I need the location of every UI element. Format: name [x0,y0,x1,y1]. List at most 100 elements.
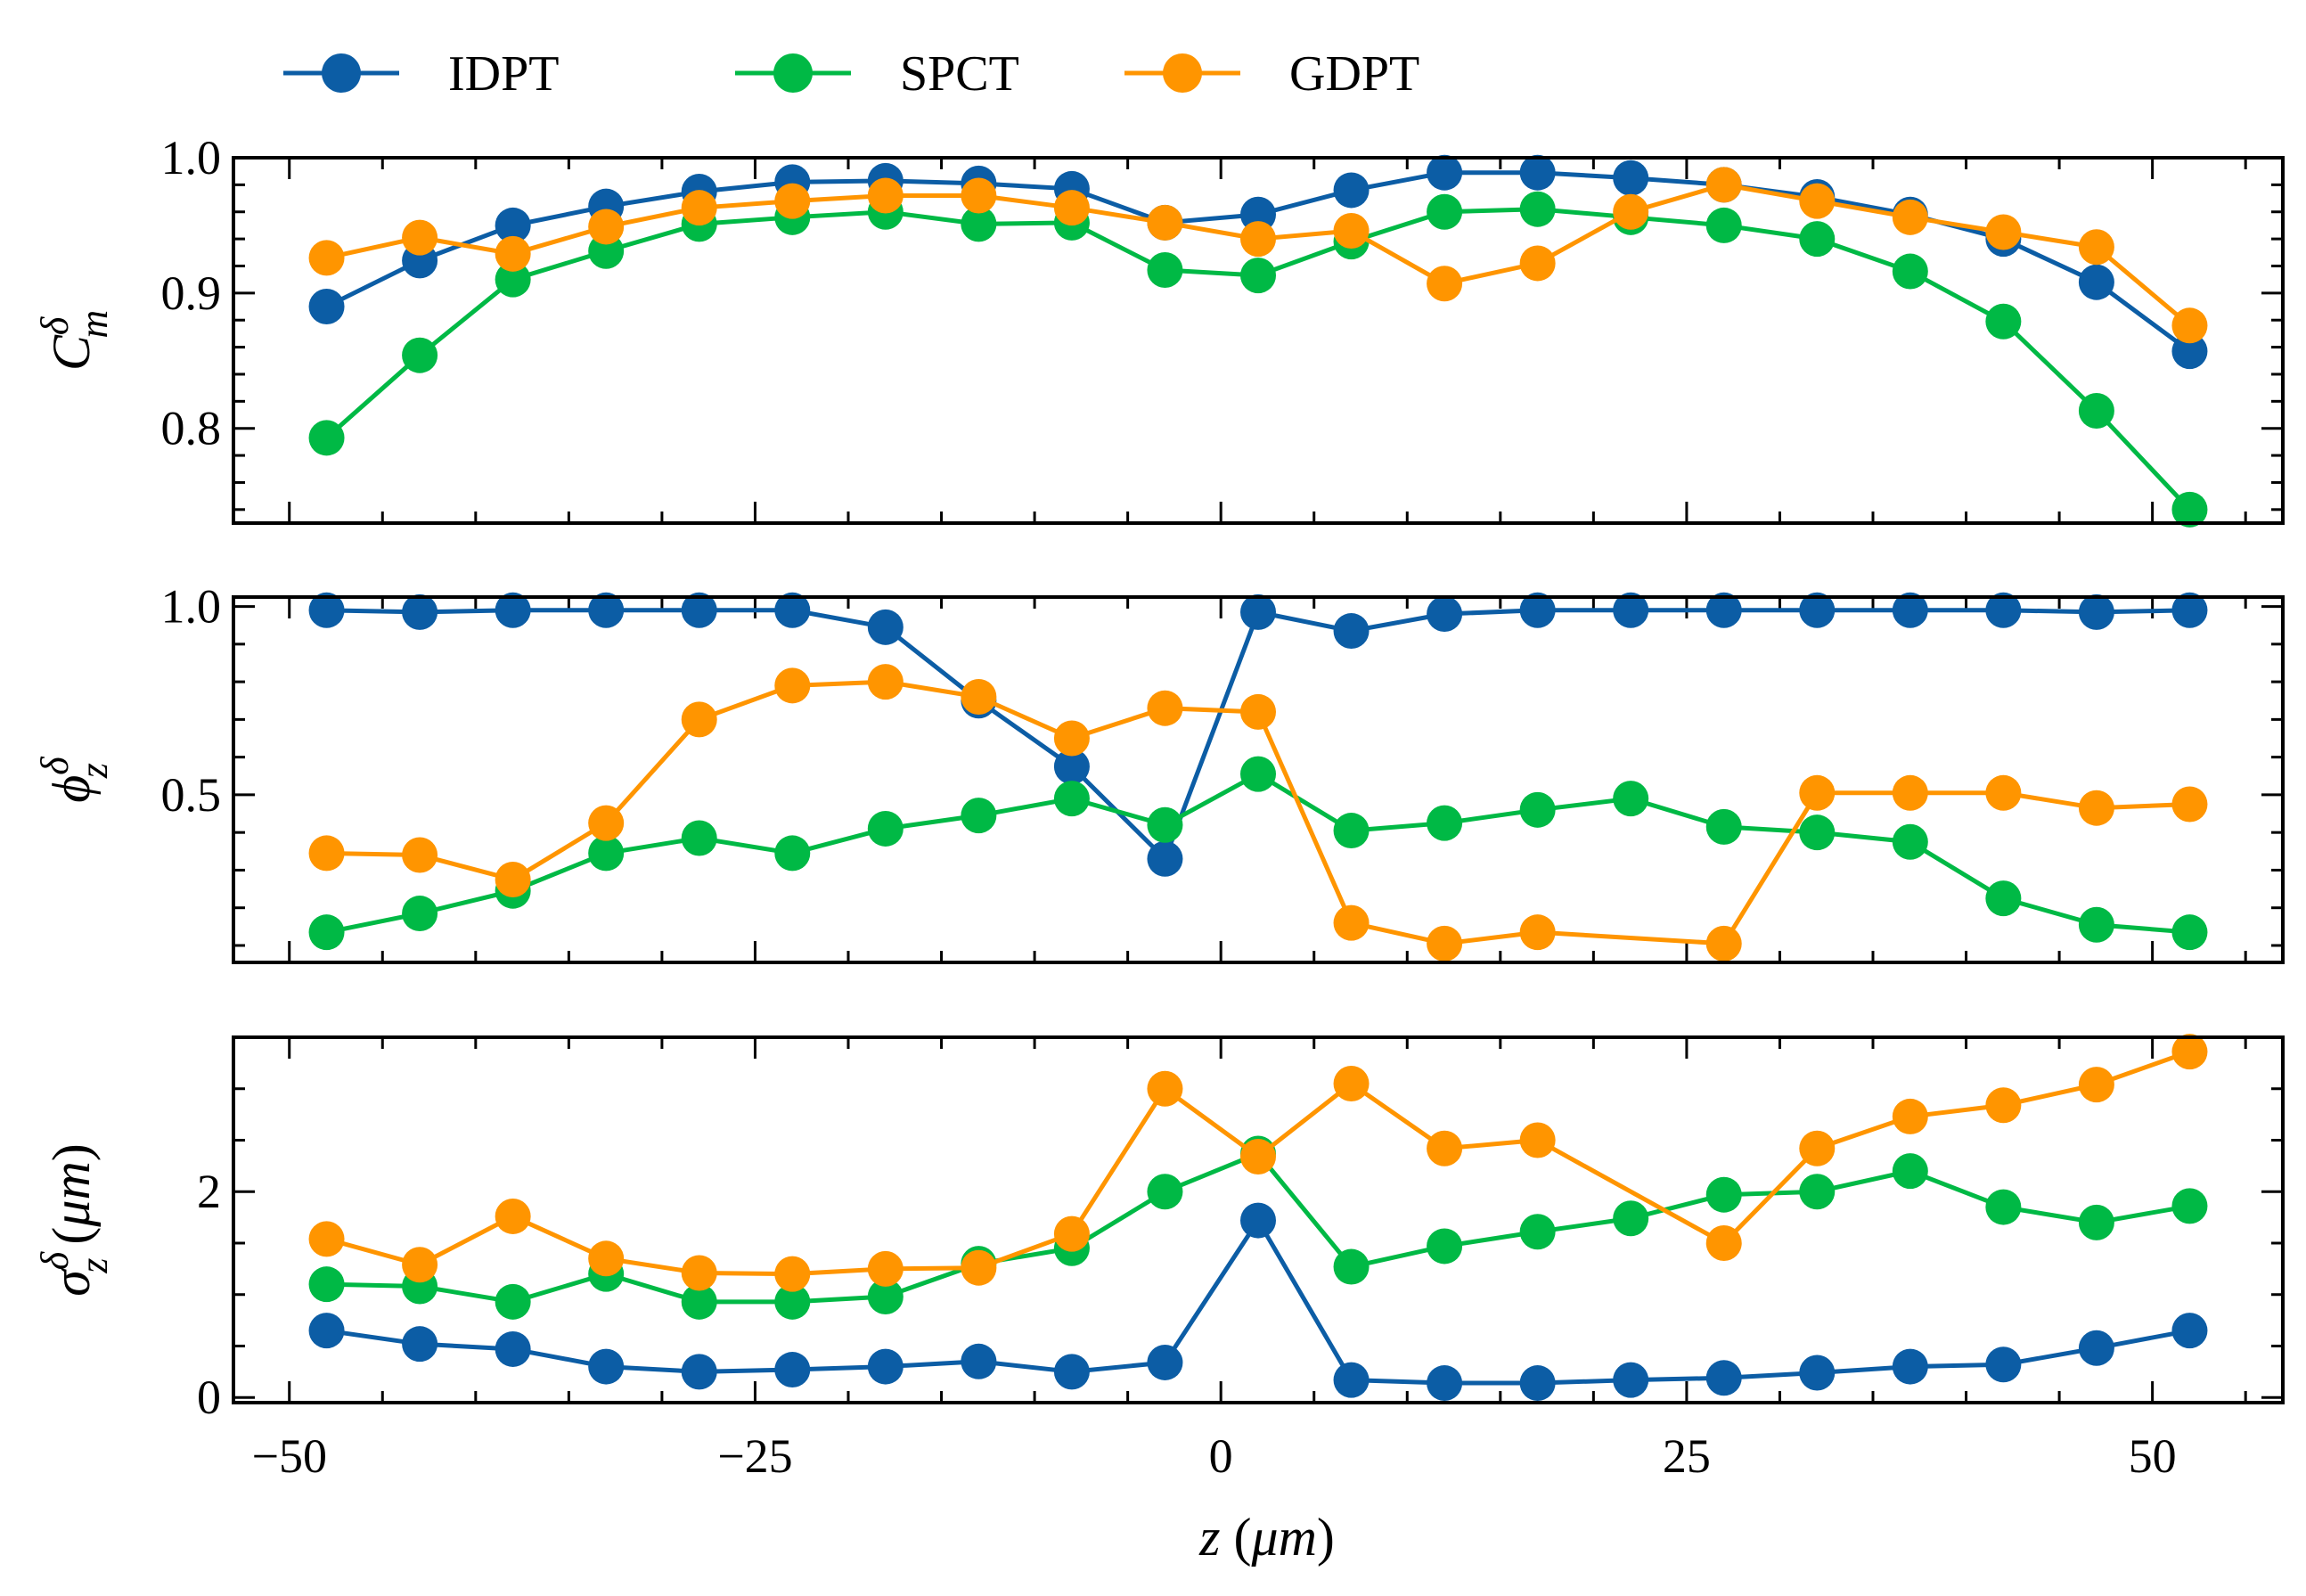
y-tick-label: 1.0 [161,131,222,184]
data-point-GDPT [1147,1070,1183,1107]
data-point-GDPT [681,1255,717,1291]
data-point-GDPT [774,183,811,219]
data-point-GDPT [2171,307,2208,344]
data-point-IDPT [1333,613,1370,650]
data-point-IDPT [1519,154,1556,191]
data-point-GDPT [588,209,625,245]
series-GDPT [308,167,2208,344]
data-point-SPCT [1240,258,1276,294]
y-axis-unit-close: ) [42,1143,101,1161]
data-point-SPCT [308,1266,345,1303]
data-point-GDPT [1613,193,1649,230]
data-point-IDPT [402,1326,438,1363]
data-point-GDPT [1799,1130,1836,1166]
y-tick-label: 0 [197,1371,221,1424]
data-point-GDPT [1799,774,1836,811]
data-point-GDPT [495,235,531,272]
data-point-SPCT [1333,1248,1370,1285]
y-axis-superscript: δ [33,756,77,775]
data-point-GDPT [961,679,997,716]
data-point-GDPT [2078,229,2114,266]
data-point-GDPT [1705,1224,1742,1261]
series-IDPT [308,592,2208,877]
data-point-IDPT [1053,749,1090,785]
data-point-SPCT [1799,814,1836,851]
data-point-IDPT [1613,1362,1649,1398]
legend-entry-GDPT: GDPT [1124,46,1419,102]
data-point-SPCT [1147,1174,1183,1210]
legend-marker [773,53,813,93]
data-point-IDPT [867,609,904,645]
data-point-GDPT [402,219,438,256]
data-point-SPCT [961,798,997,834]
x-axis-unit-open: ( [1220,1508,1251,1567]
data-point-GDPT [2171,1034,2208,1070]
data-point-GDPT [867,664,904,700]
x-tick-label: −50 [251,1429,326,1483]
y-axis-superscript: δ [33,1250,77,1270]
data-point-IDPT [1333,1362,1370,1398]
data-point-GDPT [1892,1098,1928,1134]
data-point-GDPT [1519,1122,1556,1158]
data-point-GDPT [308,240,345,276]
legend-entry-IDPT: IDPT [283,46,559,102]
data-point-SPCT [1053,781,1090,817]
data-point-IDPT [2078,264,2114,300]
data-point-SPCT [588,233,625,269]
x-tick-label: 25 [1663,1429,1711,1483]
data-point-IDPT [1613,160,1649,196]
data-point-IDPT [1333,172,1370,209]
data-point-GDPT [774,1256,811,1292]
data-point-GDPT [681,701,717,738]
data-point-GDPT [1519,914,1556,951]
legend-label: GDPT [1289,46,1419,102]
data-point-SPCT [774,1283,811,1320]
data-point-SPCT [1799,221,1836,258]
data-point-IDPT [308,1313,345,1349]
data-point-SPCT [1427,1228,1463,1265]
y-axis-subscript: m [72,310,116,339]
data-point-SPCT [1892,823,1928,860]
data-point-SPCT [2171,491,2208,528]
y-axis-unit: μm [42,1161,101,1227]
y-axis-subscript: z [72,763,116,779]
data-point-GDPT [867,1250,904,1287]
data-point-IDPT [1892,592,1928,628]
data-point-SPCT [1705,207,1742,243]
data-point-GDPT [1892,199,1928,235]
data-point-GDPT [1240,1138,1276,1174]
data-point-SPCT [1427,805,1463,841]
y-axis-title-cm: Cδm [33,310,116,371]
data-point-SPCT [1519,191,1556,227]
data-point-IDPT [1892,1348,1928,1385]
data-point-IDPT [961,1343,997,1379]
data-point-SPCT [2171,914,2208,951]
data-point-IDPT [1985,1346,2022,1383]
data-point-IDPT [1799,1355,1836,1391]
y-axis-title-sigma: σδz (μm) [33,1143,116,1297]
data-point-GDPT [402,1247,438,1283]
y-tick-label: 0.9 [161,266,222,320]
data-point-IDPT [681,1354,717,1390]
data-point-IDPT [495,592,531,628]
axes-frame [232,156,2285,525]
data-point-SPCT [867,810,904,847]
y-tick-label: 0.5 [161,768,222,822]
data-point-SPCT [1892,253,1928,290]
data-point-GDPT [308,835,345,872]
data-point-GDPT [1240,221,1276,258]
data-point-SPCT [774,835,811,872]
data-point-SPCT [961,206,997,242]
data-point-GDPT [1333,213,1370,249]
legend-label: SPCT [900,46,1019,102]
data-point-IDPT [1240,196,1276,233]
y-axis-superscript: δ [33,315,77,335]
data-point-GDPT [1427,925,1463,962]
data-point-SPCT [867,1279,904,1315]
data-point-GDPT [495,1198,531,1234]
data-point-GDPT [308,1221,345,1257]
data-point-SPCT [1705,1176,1742,1213]
x-axis-symbol: z [1198,1508,1220,1567]
